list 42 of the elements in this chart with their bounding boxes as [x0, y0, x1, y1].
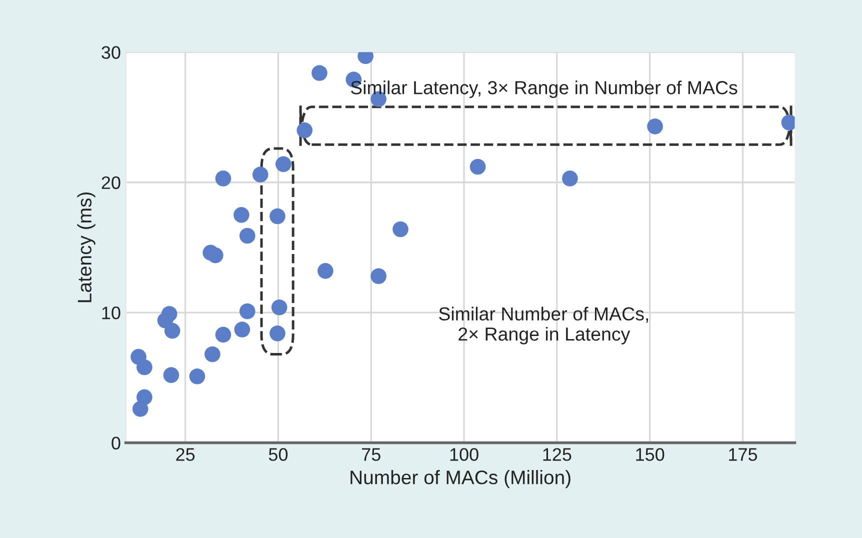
x-tick-label: 75 — [362, 448, 380, 461]
y-tick-label: 0 — [112, 436, 120, 450]
y-tick-label: 20 — [102, 176, 120, 190]
point — [215, 170, 232, 186]
point — [270, 208, 286, 224]
y-tick-label: 10 — [102, 306, 120, 320]
x-tick-label: 100 — [450, 448, 478, 461]
point — [161, 306, 178, 322]
x-tick-label: 50 — [268, 448, 288, 461]
point — [370, 268, 386, 284]
point — [296, 122, 313, 138]
point — [132, 401, 148, 417]
annotation: Similar Number of MACs, 2× Range in Latency — [439, 306, 648, 344]
point — [317, 262, 334, 279]
point — [204, 346, 220, 362]
x-tick-label: 175 — [729, 448, 758, 461]
y-tick-label: 30 — [102, 46, 120, 59]
point — [270, 325, 286, 342]
point — [234, 322, 250, 338]
point — [207, 247, 224, 264]
point — [252, 166, 268, 182]
point — [164, 322, 180, 339]
x-tick-label: 125 — [543, 448, 572, 461]
point — [234, 207, 250, 223]
point — [163, 367, 180, 383]
point — [136, 359, 152, 376]
point — [239, 228, 256, 244]
point — [189, 368, 206, 384]
point — [276, 156, 292, 172]
x-axis-title: Number of MACs (Million) — [350, 470, 570, 488]
point — [215, 326, 232, 343]
x-tick-label: 150 — [636, 448, 664, 461]
annotation: Similar Latency, 3× Range in Number of MACs — [350, 80, 738, 98]
point — [392, 221, 408, 238]
point — [239, 303, 256, 320]
point — [470, 158, 486, 175]
point — [312, 65, 328, 81]
x-tick-label: 25 — [176, 448, 195, 461]
point — [562, 170, 578, 186]
point — [271, 299, 288, 316]
point — [647, 118, 663, 134]
y-axis-title: Latency (ms) — [77, 192, 96, 302]
